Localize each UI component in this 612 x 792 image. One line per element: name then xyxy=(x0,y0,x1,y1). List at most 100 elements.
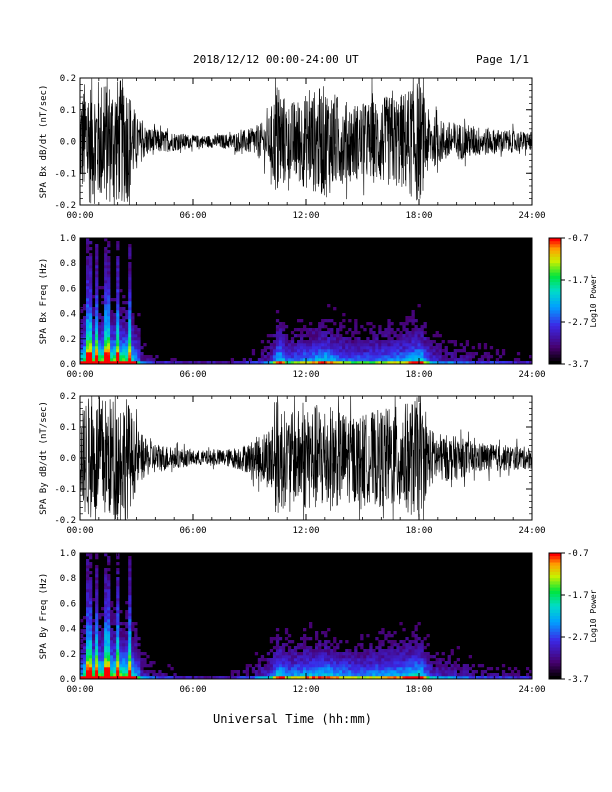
spectrogram-cell xyxy=(86,238,90,242)
spectrogram-cell xyxy=(116,244,120,248)
spectrogram-cell xyxy=(179,361,183,365)
spectrogram-cell xyxy=(269,661,274,665)
spectrogram-cell xyxy=(360,661,364,665)
spectrogram-cell xyxy=(257,667,262,671)
spectrogram-cell xyxy=(107,313,111,317)
spectrogram-cell xyxy=(495,349,500,353)
spectrogram-cell xyxy=(113,667,117,671)
spectrogram-cell xyxy=(306,358,310,362)
spectrogram-cell xyxy=(366,676,370,680)
spectrogram-cell xyxy=(480,676,485,680)
spectrogram-cell xyxy=(303,358,307,362)
x-tick-label: 00:00 xyxy=(66,211,93,221)
spectrogram-cell xyxy=(351,343,355,347)
spectrogram-cell xyxy=(417,328,421,332)
spectrogram-cell xyxy=(303,349,307,353)
spectrogram-cell xyxy=(122,295,126,299)
spectrogram-cell xyxy=(366,670,370,674)
spectrogram-cell xyxy=(128,628,132,632)
spectrogram-cell xyxy=(95,247,99,251)
spectrogram-cell xyxy=(188,676,192,680)
spectrogram-cell xyxy=(272,655,277,659)
spectrogram-cell xyxy=(372,331,376,335)
spectrogram-cell xyxy=(345,346,349,350)
spectrogram-cell xyxy=(300,340,304,344)
spectrogram-cell xyxy=(420,643,424,647)
colorbar-segment xyxy=(549,310,561,314)
spectrogram-cell xyxy=(411,343,415,347)
spectrogram-cell xyxy=(113,655,117,659)
spectrogram-cell xyxy=(345,652,349,656)
spectrogram-cell xyxy=(354,328,358,332)
spectrogram-cell xyxy=(390,661,394,665)
spectrogram-cell xyxy=(318,652,322,656)
spectrogram-cell xyxy=(86,553,90,557)
spectrogram-cell xyxy=(465,352,469,356)
spectrogram-cell xyxy=(104,595,108,599)
spectrogram-cell xyxy=(95,328,99,332)
spectrogram-cell xyxy=(92,652,96,656)
spectrogram-cell xyxy=(390,337,394,341)
spectrogram-cell xyxy=(140,652,144,656)
colorbar-segment xyxy=(549,345,561,349)
spectrogram-cell xyxy=(95,256,99,260)
spectrogram-cell xyxy=(456,667,460,671)
spectrogram-cell xyxy=(137,352,141,356)
spectrogram-cell xyxy=(378,643,382,647)
spectrogram-cell xyxy=(441,361,445,365)
spectrogram-cell xyxy=(281,352,286,356)
spectrogram-cell xyxy=(438,658,442,662)
spectrogram-cell xyxy=(92,646,96,650)
spectrogram-cell xyxy=(420,361,424,365)
spectrogram-cell xyxy=(95,286,99,290)
spectrogram-cell xyxy=(275,667,280,671)
spectrogram-cell xyxy=(287,658,292,662)
spectrogram-cell xyxy=(119,361,123,365)
spectrogram-cell xyxy=(336,352,340,356)
spectrogram-cell xyxy=(333,355,337,359)
spectrogram-cell xyxy=(107,334,111,338)
spectrogram-cell xyxy=(86,250,90,254)
spectrogram-cell xyxy=(390,358,394,362)
spectrogram-cell xyxy=(300,664,304,668)
spectrogram-cell xyxy=(351,676,355,680)
spectrogram-cell xyxy=(309,328,313,332)
colorbar-segment xyxy=(549,326,561,330)
spectrogram-cell xyxy=(420,325,424,329)
spectrogram-cell xyxy=(119,340,123,344)
spectrogram-cell xyxy=(369,667,373,671)
spectrogram-cell xyxy=(116,616,120,620)
colorbar-segment xyxy=(549,244,561,248)
spectrogram-cell xyxy=(86,340,90,344)
spectrogram-cell xyxy=(125,349,129,353)
spectrogram-cell xyxy=(107,298,111,302)
spectrogram-cell xyxy=(89,667,93,671)
spectrogram-cell xyxy=(290,343,295,347)
spectrogram-cell xyxy=(381,349,385,353)
spectrogram-cell xyxy=(303,355,307,359)
colorbar-segment xyxy=(549,288,561,292)
spectrogram-cell xyxy=(414,652,418,656)
spectrogram-cell xyxy=(131,331,135,335)
spectrogram-cell xyxy=(378,361,382,365)
spectrogram-cell xyxy=(152,670,156,674)
spectrogram-cell xyxy=(300,661,304,665)
spectrogram-cell xyxy=(107,361,111,365)
spectrogram-cell xyxy=(119,313,123,317)
spectrogram-cell xyxy=(89,589,93,593)
spectrogram-cell xyxy=(405,316,409,320)
spectrogram-cell xyxy=(95,619,99,623)
spectrogram-cell xyxy=(420,673,424,677)
spectrogram-cell xyxy=(387,661,391,665)
spectrogram-cell xyxy=(402,355,406,359)
spectrogram-cell xyxy=(366,664,370,668)
spectrogram-cell xyxy=(402,322,406,326)
spectrogram-cell xyxy=(417,349,421,353)
spectrogram-cell xyxy=(110,667,114,671)
spectrogram-cell xyxy=(281,358,286,362)
spectrogram-cell xyxy=(408,346,412,350)
spectrogram-cell xyxy=(339,349,343,353)
spectrogram-cell xyxy=(324,667,328,671)
spectrogram-cell xyxy=(324,664,328,668)
spectrogram-cell xyxy=(378,352,382,356)
